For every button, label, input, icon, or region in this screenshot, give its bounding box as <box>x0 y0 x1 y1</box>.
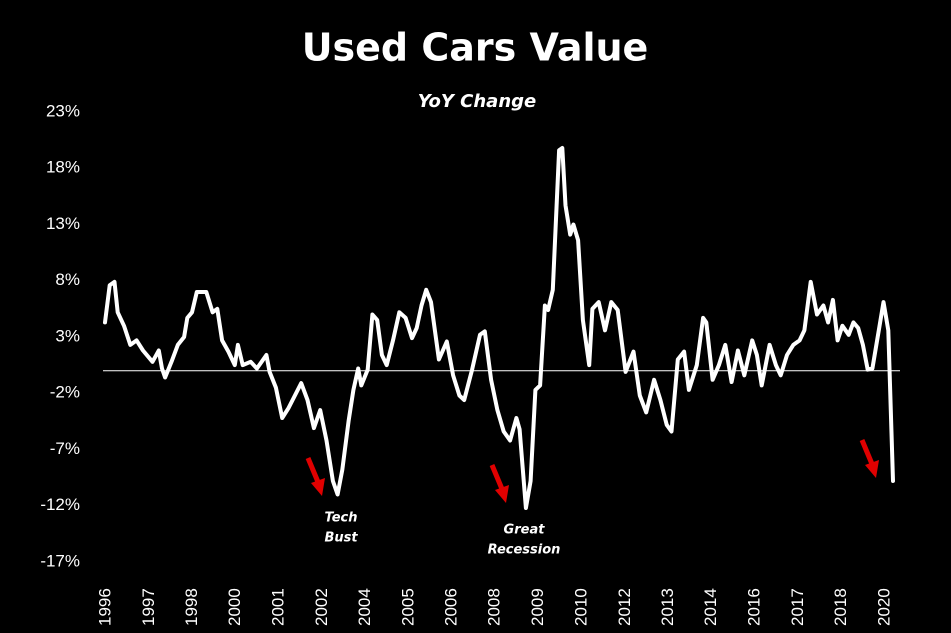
y-tick-label: 23% <box>46 101 80 120</box>
x-tick-label: 2000 <box>225 588 244 626</box>
annotation: Bust <box>324 531 358 546</box>
x-tick-label: 1996 <box>95 588 114 626</box>
arrow <box>305 457 325 496</box>
y-tick-label: 3% <box>55 326 80 345</box>
chart-subtitle: YoY Change <box>418 91 536 112</box>
arrows <box>305 439 879 503</box>
data-line <box>103 146 895 510</box>
x-tick-label: 1997 <box>139 588 158 626</box>
x-tick-label: 2020 <box>874 588 893 626</box>
arrow <box>859 439 879 478</box>
x-tick-label: 2010 <box>571 588 590 626</box>
annotation: Great <box>504 523 546 538</box>
x-tick-label: 2006 <box>442 588 461 626</box>
x-tick-label: 2016 <box>745 588 764 626</box>
x-tick-label: 2004 <box>355 588 374 626</box>
x-tick-label: 2002 <box>312 588 331 626</box>
x-tick-label: 2013 <box>658 588 677 626</box>
x-tick-label: 2017 <box>788 588 807 626</box>
y-tick-label: -12% <box>40 495 80 514</box>
annotation: Tech <box>325 511 358 526</box>
y-tick-label: -7% <box>50 439 80 458</box>
arrow <box>489 464 509 503</box>
y-tick-label: 13% <box>46 214 80 233</box>
x-tick-label: 2012 <box>615 588 634 626</box>
y-tick-label: 8% <box>55 270 80 289</box>
annotation: Recession <box>488 543 561 558</box>
y-tick-label: -2% <box>50 383 80 402</box>
x-tick-label: 2018 <box>831 588 850 626</box>
x-tick-label: 2008 <box>485 588 504 626</box>
x-tick-label: 1998 <box>182 588 201 626</box>
x-tick-label: 2014 <box>701 588 720 626</box>
y-tick-label: -17% <box>40 551 80 570</box>
x-tick-label: 2005 <box>398 588 417 626</box>
chart-title: Used Cars Value <box>302 26 649 70</box>
y-tick-label: 18% <box>46 158 80 177</box>
x-tick-label: 2001 <box>269 588 288 626</box>
x-tick-label: 2009 <box>528 588 547 626</box>
